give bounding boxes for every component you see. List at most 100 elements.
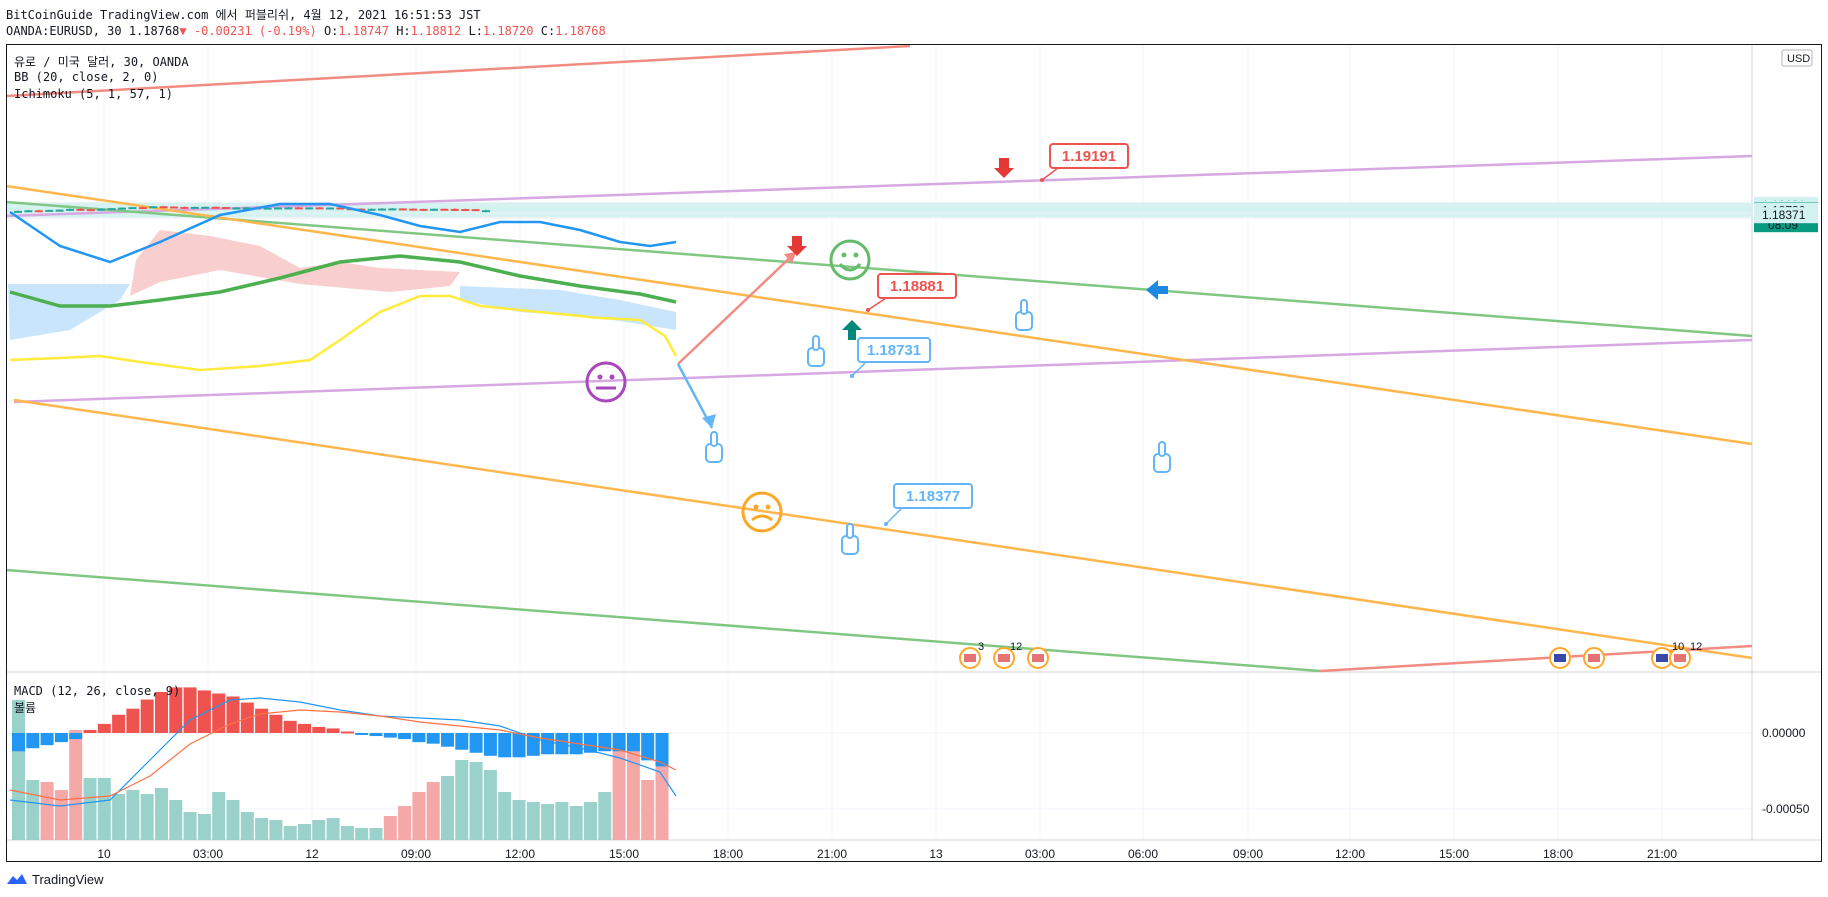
callout-box-3 bbox=[893, 483, 973, 509]
candle-body-1 bbox=[24, 210, 33, 213]
macd-tick-1: -0.00050 bbox=[1762, 802, 1810, 816]
time-tick-8: 13 bbox=[929, 847, 943, 861]
callout-label-3: 1.18377 bbox=[906, 488, 960, 505]
pointing-hand-icon-2 bbox=[841, 523, 859, 555]
macd-volume-bar-38 bbox=[555, 802, 569, 840]
macd-volume-bar-8 bbox=[126, 790, 140, 840]
macd-volume-bar-31 bbox=[455, 760, 469, 840]
candle-body-11 bbox=[128, 207, 137, 210]
symbol-label[interactable]: OANDA:EURUSD, 30 bbox=[6, 24, 122, 38]
macd-hist-bar-33 bbox=[483, 733, 497, 756]
callout-box-2 bbox=[857, 337, 931, 363]
candle-body-24 bbox=[263, 207, 272, 210]
candle-body-27 bbox=[294, 207, 303, 210]
macd-hist-bar-3 bbox=[54, 733, 68, 743]
macd-hist-bar-7 bbox=[112, 714, 126, 733]
macd-volume-bar-13 bbox=[197, 814, 211, 840]
candle-body-45 bbox=[482, 210, 490, 213]
macd-volume-bar-24 bbox=[355, 828, 369, 840]
macd-volume-bar-15 bbox=[226, 800, 240, 840]
macd-hist-bar-34 bbox=[498, 733, 512, 758]
macd-hist-bar-38 bbox=[555, 733, 569, 755]
macd-hist-bar-30 bbox=[441, 733, 454, 747]
candle-body-8 bbox=[97, 208, 106, 211]
candle-body-36 bbox=[388, 208, 397, 211]
candle-body-5 bbox=[66, 208, 74, 211]
legend-bb[interactable]: BB (20, close, 2, 0) bbox=[14, 70, 159, 84]
macd-volume-bar-21 bbox=[312, 820, 326, 840]
callout-pointer-2 bbox=[851, 361, 867, 377]
event-count-2: 10 bbox=[1672, 641, 1684, 653]
macd-hist-bar-8 bbox=[126, 708, 140, 733]
low-label: L: bbox=[468, 24, 483, 38]
legend-title[interactable]: 유로 / 미국 달러, 30, OANDA bbox=[14, 55, 189, 69]
macd-hist-bar-32 bbox=[469, 733, 483, 753]
pointing-hand-icon-1 bbox=[705, 431, 723, 463]
open-label: O: bbox=[323, 24, 339, 38]
macd-volume-bar-39 bbox=[569, 806, 583, 840]
time-tick-1: 03:00 bbox=[193, 847, 223, 861]
macd-hist-bar-12 bbox=[183, 687, 197, 733]
macd-volume-bar-42 bbox=[612, 742, 626, 840]
macd-signal-line bbox=[9, 709, 677, 801]
callout-box-0 bbox=[1049, 143, 1129, 169]
time-tick-10: 06:00 bbox=[1128, 847, 1158, 861]
callout-label-1: 1.18881 bbox=[890, 278, 944, 295]
pointing-hand-icon-3 bbox=[807, 335, 825, 367]
candle-body-10 bbox=[118, 207, 126, 210]
macd-volume-bar-43 bbox=[626, 748, 640, 840]
time-tick-11: 09:00 bbox=[1233, 847, 1263, 861]
candle-body-22 bbox=[242, 207, 251, 210]
candle-body-39 bbox=[419, 208, 428, 211]
red-trendline-top bbox=[5, 44, 911, 98]
footer-brand[interactable]: TradingView bbox=[32, 871, 104, 887]
macd-volume-bar-18 bbox=[269, 820, 283, 840]
macd-hist-bar-2 bbox=[40, 733, 54, 746]
callout-pointer-1 bbox=[867, 297, 887, 311]
time-tick-5: 15:00 bbox=[609, 847, 639, 861]
ichimoku-cloud-bearish bbox=[130, 230, 460, 296]
macd-hist-bar-22 bbox=[326, 728, 340, 733]
legend-macd-volume: 볼륨 bbox=[14, 701, 37, 715]
macd-hist-bar-29 bbox=[426, 733, 440, 744]
candle-body-40 bbox=[430, 208, 438, 211]
legend-ichimoku[interactable]: Ichimoku (5, 1, 57, 1) bbox=[14, 87, 173, 101]
candle-body-35 bbox=[378, 208, 386, 211]
candle-body-17 bbox=[190, 206, 199, 209]
candle-body-43 bbox=[461, 209, 470, 212]
publish-info: BitCoinGuide TradingView.com 에서 퍼블리쉬, 4월… bbox=[6, 8, 481, 22]
macd-hist-bar-31 bbox=[455, 733, 469, 750]
macd-hist-bar-44 bbox=[641, 733, 655, 761]
bb-upper-line bbox=[9, 202, 677, 264]
callout-pointer-0 bbox=[1041, 167, 1059, 181]
candle-body-42 bbox=[450, 208, 459, 211]
time-tick-6: 18:00 bbox=[713, 847, 743, 861]
violet-trendline-lower bbox=[13, 338, 1753, 404]
candle-body-20 bbox=[222, 207, 230, 210]
macd-hist-bar-24 bbox=[355, 733, 369, 735]
ichimoku-conversion-line bbox=[9, 294, 678, 372]
macd-volume-bar-9 bbox=[140, 794, 154, 840]
legend-macd[interactable]: MACD (12, 26, close, 9) bbox=[14, 684, 181, 698]
candle-body-34 bbox=[367, 208, 376, 211]
event-flag-icon-0 bbox=[964, 654, 976, 662]
macd-volume-bar-44 bbox=[641, 780, 655, 840]
event-flag-icon-3 bbox=[1554, 654, 1566, 662]
event-flag-icon-1 bbox=[998, 654, 1010, 662]
macd-hist-bar-0 bbox=[12, 733, 25, 752]
level-line-3 bbox=[6, 208, 1752, 213]
candle-body-16 bbox=[180, 206, 189, 209]
symbol-ohlc-bar: OANDA:EURUSD, 30 1.18768▼ -0.00231 (-0.1… bbox=[6, 24, 606, 38]
macd-hist-bar-21 bbox=[312, 726, 326, 733]
orange-trendline-upper bbox=[5, 184, 1753, 446]
candle-body-2 bbox=[34, 210, 43, 213]
level-line-0 bbox=[6, 202, 1752, 207]
candle-body-44 bbox=[471, 209, 480, 212]
macd-hist-bar-9 bbox=[140, 699, 154, 733]
candle-body-9 bbox=[107, 208, 116, 211]
time-tick-3: 09:00 bbox=[401, 847, 431, 861]
macd-hist-bar-25 bbox=[369, 733, 383, 737]
price-change: -0.00231 (-0.19%) bbox=[193, 24, 317, 38]
time-tick-9: 03:00 bbox=[1025, 847, 1055, 861]
